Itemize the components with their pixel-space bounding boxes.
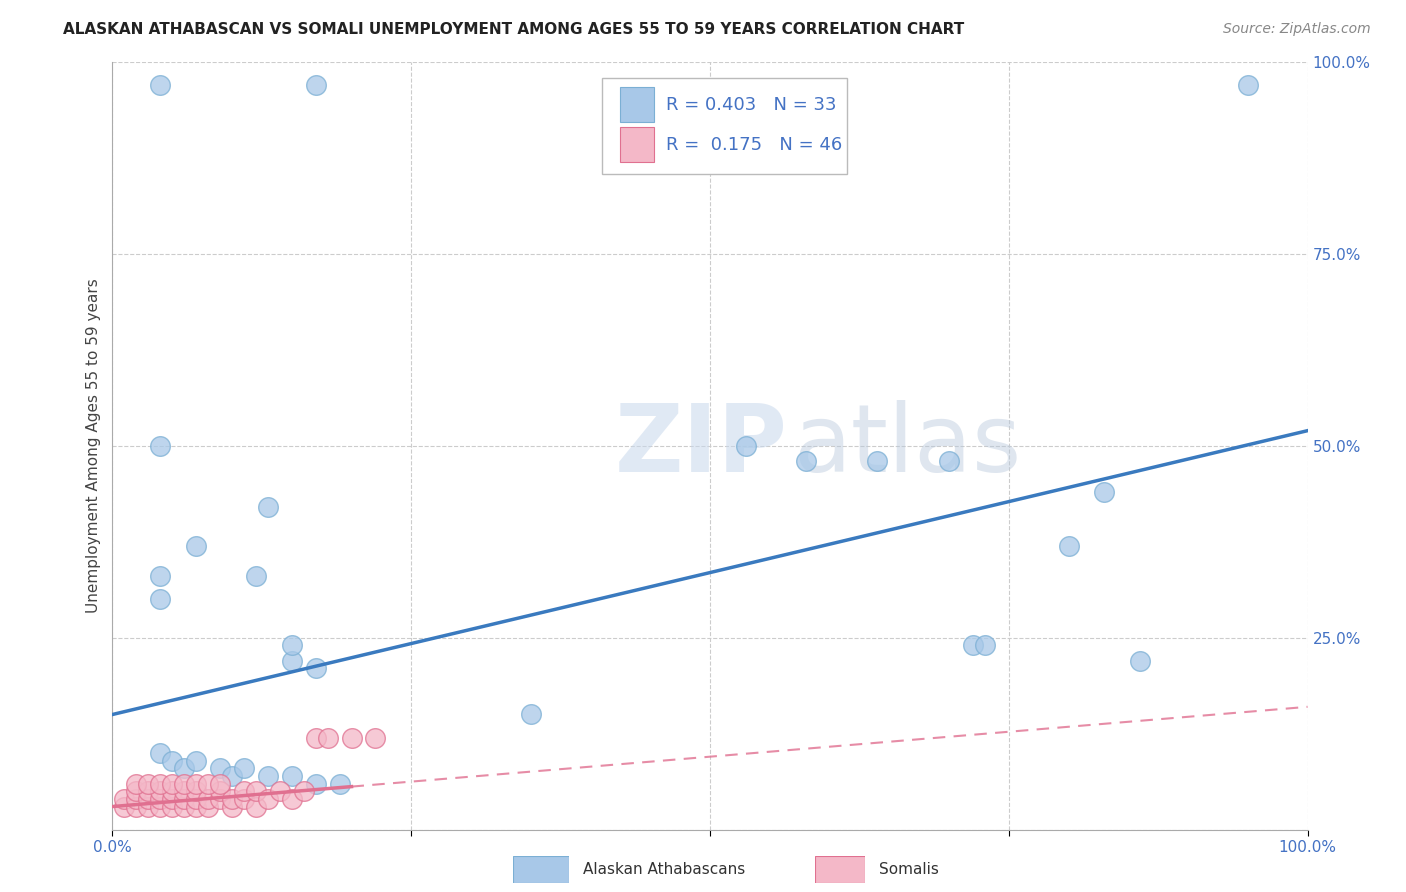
- Point: [245, 569, 267, 583]
- Point: [281, 654, 304, 668]
- Point: [866, 454, 889, 468]
- Point: [149, 776, 172, 790]
- Point: [114, 799, 135, 814]
- Point: [221, 799, 243, 814]
- Point: [305, 661, 328, 675]
- Point: [162, 776, 183, 790]
- Point: [149, 569, 172, 583]
- Point: [221, 792, 243, 806]
- Point: [173, 784, 195, 798]
- Point: [149, 78, 172, 93]
- Point: [138, 792, 160, 806]
- Point: [162, 799, 183, 814]
- Point: [197, 792, 219, 806]
- Point: [1237, 78, 1260, 93]
- Point: [794, 454, 817, 468]
- Point: [1057, 539, 1080, 553]
- Y-axis label: Unemployment Among Ages 55 to 59 years: Unemployment Among Ages 55 to 59 years: [86, 278, 101, 614]
- Point: [149, 784, 172, 798]
- Point: [149, 439, 172, 453]
- Point: [125, 784, 148, 798]
- Point: [162, 754, 183, 768]
- Point: [197, 799, 219, 814]
- Point: [197, 776, 219, 790]
- Text: R = 0.403   N = 33: R = 0.403 N = 33: [666, 95, 837, 113]
- Point: [125, 776, 148, 790]
- Point: [257, 769, 280, 783]
- Point: [221, 769, 243, 783]
- Text: Alaskan Athabascans: Alaskan Athabascans: [583, 863, 745, 877]
- Point: [1094, 485, 1116, 500]
- Point: [209, 776, 232, 790]
- Bar: [620, 128, 654, 161]
- Point: [173, 776, 195, 790]
- Point: [1129, 654, 1152, 668]
- Point: [186, 799, 208, 814]
- Point: [329, 776, 352, 790]
- Point: [257, 500, 280, 515]
- FancyBboxPatch shape: [603, 78, 848, 174]
- Point: [305, 776, 328, 790]
- Point: [364, 731, 387, 745]
- Point: [305, 731, 328, 745]
- Point: [305, 78, 328, 93]
- Point: [962, 639, 984, 653]
- Point: [209, 761, 232, 775]
- Point: [186, 792, 208, 806]
- Point: [340, 731, 363, 745]
- Point: [257, 792, 280, 806]
- Bar: [620, 87, 654, 122]
- Point: [209, 792, 232, 806]
- Point: [281, 792, 304, 806]
- Point: [281, 639, 304, 653]
- Point: [186, 754, 208, 768]
- Point: [209, 784, 232, 798]
- Point: [735, 439, 758, 453]
- Point: [233, 792, 256, 806]
- Point: [114, 792, 135, 806]
- Point: [269, 784, 291, 798]
- Point: [186, 539, 208, 553]
- Point: [125, 799, 148, 814]
- Text: atlas: atlas: [793, 400, 1022, 492]
- Point: [245, 784, 267, 798]
- Text: R =  0.175   N = 46: R = 0.175 N = 46: [666, 136, 842, 153]
- Point: [149, 799, 172, 814]
- Point: [245, 799, 267, 814]
- Point: [281, 769, 304, 783]
- Point: [162, 792, 183, 806]
- Point: [173, 799, 195, 814]
- Point: [149, 592, 172, 607]
- Point: [292, 784, 315, 798]
- Text: ALASKAN ATHABASCAN VS SOMALI UNEMPLOYMENT AMONG AGES 55 TO 59 YEARS CORRELATION : ALASKAN ATHABASCAN VS SOMALI UNEMPLOYMEN…: [63, 22, 965, 37]
- Point: [149, 792, 172, 806]
- Text: Somalis: Somalis: [879, 863, 939, 877]
- Point: [974, 639, 997, 653]
- Text: ZIP: ZIP: [614, 400, 787, 492]
- Point: [316, 731, 339, 745]
- Text: Source: ZipAtlas.com: Source: ZipAtlas.com: [1223, 22, 1371, 37]
- Point: [173, 792, 195, 806]
- Point: [186, 776, 208, 790]
- Point: [520, 707, 543, 722]
- Point: [186, 784, 208, 798]
- Point: [138, 776, 160, 790]
- Point: [149, 746, 172, 760]
- Point: [138, 799, 160, 814]
- Point: [233, 784, 256, 798]
- Point: [938, 454, 960, 468]
- Point: [162, 784, 183, 798]
- Point: [125, 792, 148, 806]
- Point: [173, 761, 195, 775]
- Point: [233, 761, 256, 775]
- Point: [138, 784, 160, 798]
